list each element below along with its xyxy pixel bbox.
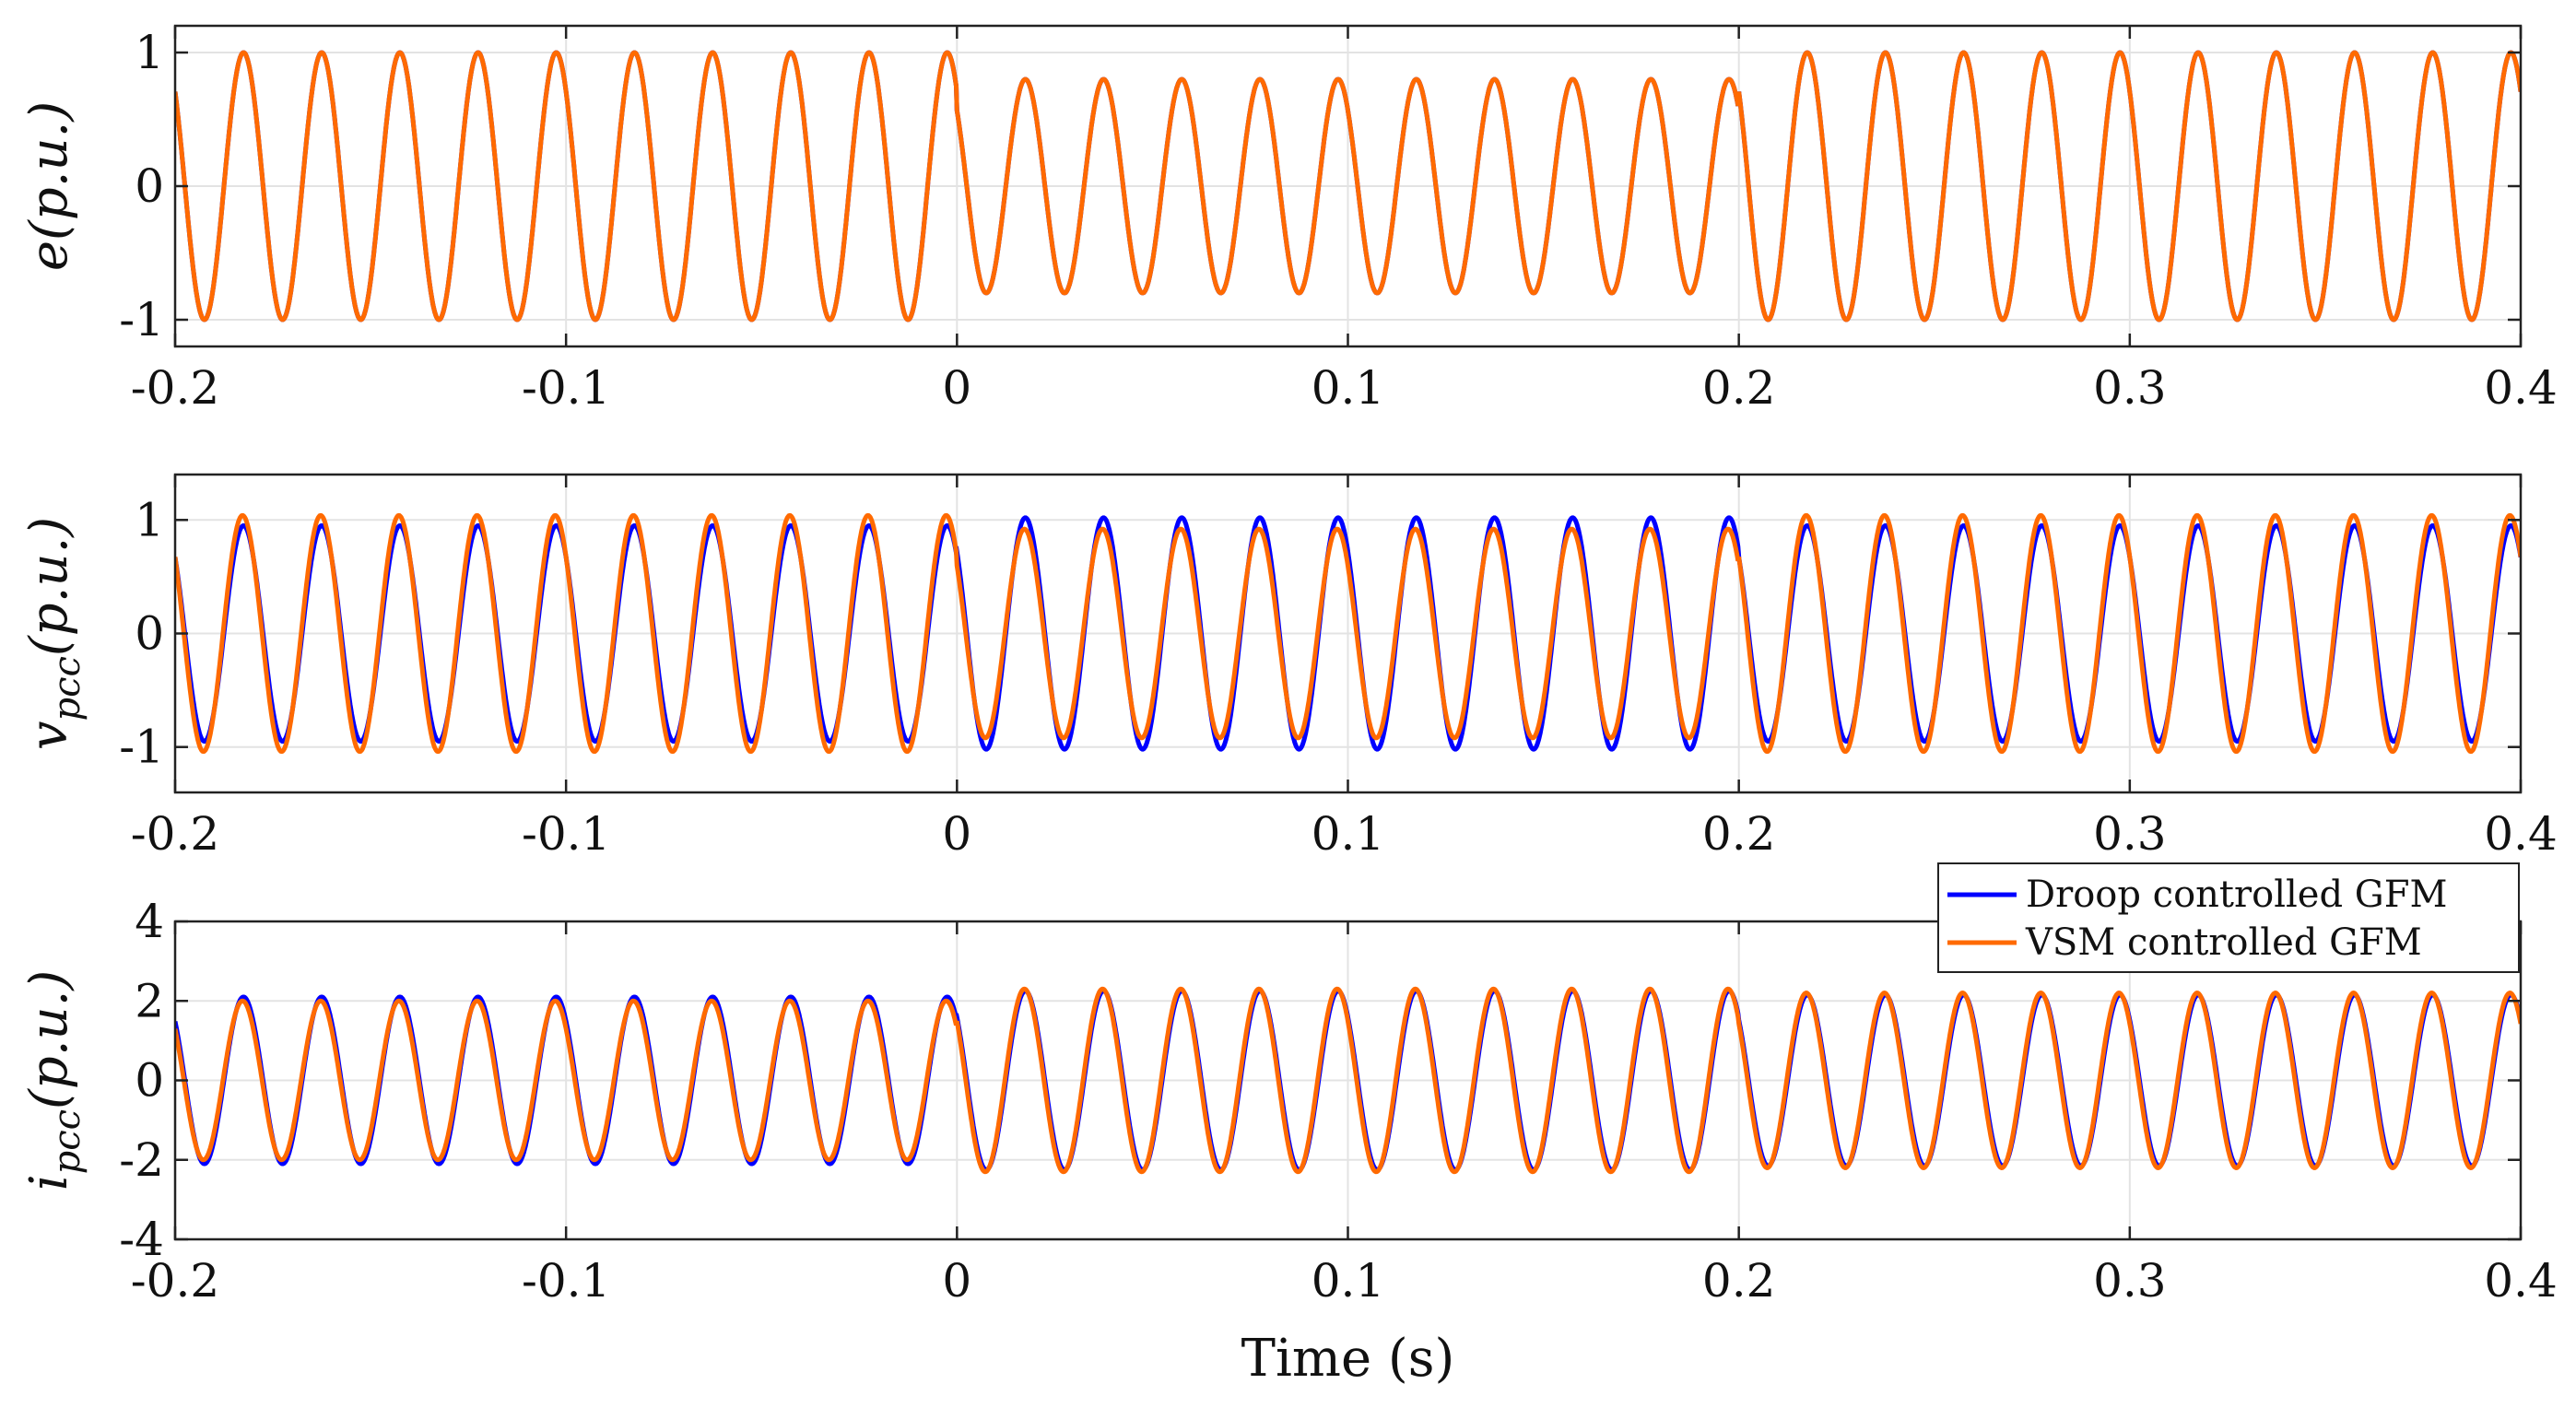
y-tick-label: 1 bbox=[135, 26, 164, 79]
series-line-e-vsm bbox=[175, 50, 2521, 322]
y-axis-label: vpcc(p.u.) bbox=[19, 517, 88, 750]
y-tick-label: 4 bbox=[135, 895, 164, 948]
panel-e: -0.2 -0.1 0 0.1 0.2 0.3 0.4 -1 0 1 e(p.u.) bbox=[19, 24, 2558, 415]
x-tick-label: 0.2 bbox=[1702, 361, 1776, 415]
x-tick-label: 0.1 bbox=[1312, 807, 1385, 861]
x-tick-label: 0.2 bbox=[1702, 807, 1776, 861]
x-tick-label: -0.2 bbox=[131, 1254, 219, 1308]
x-tick-label: 0 bbox=[942, 807, 971, 861]
y-tick-label: 2 bbox=[135, 974, 164, 1027]
legend: Droop controlled GFM VSM controlled GFM bbox=[1937, 862, 2520, 973]
y-axis-label: ipcc(p.u.) bbox=[19, 970, 88, 1191]
x-tick-label: 0.4 bbox=[2484, 807, 2558, 861]
y-tick-label: -2 bbox=[119, 1133, 164, 1187]
y-tick-label: 0 bbox=[135, 607, 164, 661]
x-tick-label: 0 bbox=[942, 361, 971, 415]
x-tick-label: -0.1 bbox=[522, 361, 610, 415]
legend-box bbox=[1937, 862, 2520, 973]
series-line-ipcc-vsm bbox=[175, 986, 2521, 1175]
legend-label: Droop controlled GFM bbox=[2026, 874, 2447, 916]
x-tick-label: -0.2 bbox=[131, 807, 219, 861]
y-tick-label: -1 bbox=[119, 293, 164, 346]
y-axis-label: e(p.u.) bbox=[19, 101, 79, 271]
x-tick-label: -0.1 bbox=[522, 807, 610, 861]
panel-vpcc: -0.2 -0.1 0 0.1 0.2 0.3 0.4 -1 0 1 vpcc(p.u.) bbox=[19, 473, 2558, 861]
y-tick-label: 0 bbox=[135, 1054, 164, 1108]
x-tick-label: 0.1 bbox=[1312, 1254, 1385, 1308]
x-tick-label: 0.4 bbox=[2484, 361, 2558, 415]
x-tick-label: -0.1 bbox=[522, 1254, 610, 1308]
legend-label: VSM controlled GFM bbox=[2025, 921, 2422, 964]
x-tick-label: 0.3 bbox=[2093, 807, 2167, 861]
x-axis-label: Time (s) bbox=[1241, 1329, 1455, 1389]
x-tick-label: 0.3 bbox=[2093, 361, 2167, 415]
x-tick-label: 0.4 bbox=[2484, 1254, 2558, 1308]
x-tick-label: 0.1 bbox=[1312, 361, 1385, 415]
y-tick-label: -4 bbox=[119, 1213, 164, 1266]
y-tick-label: 0 bbox=[135, 159, 164, 213]
x-tick-label: 0.2 bbox=[1702, 1254, 1776, 1308]
y-tick-label: 1 bbox=[135, 493, 164, 546]
x-tick-label: -0.2 bbox=[131, 361, 219, 415]
x-tick-label: 0.3 bbox=[2093, 1254, 2167, 1308]
y-tick-label: -1 bbox=[119, 721, 164, 774]
panel-ipcc: -0.2 -0.1 0 0.1 0.2 0.3 0.4 -4 -2 0 2 4 ipcc(p.u.) Ti… bbox=[19, 895, 2558, 1389]
x-tick-label: 0 bbox=[942, 1254, 971, 1308]
series-line-vpcc-vsm bbox=[175, 512, 2521, 755]
